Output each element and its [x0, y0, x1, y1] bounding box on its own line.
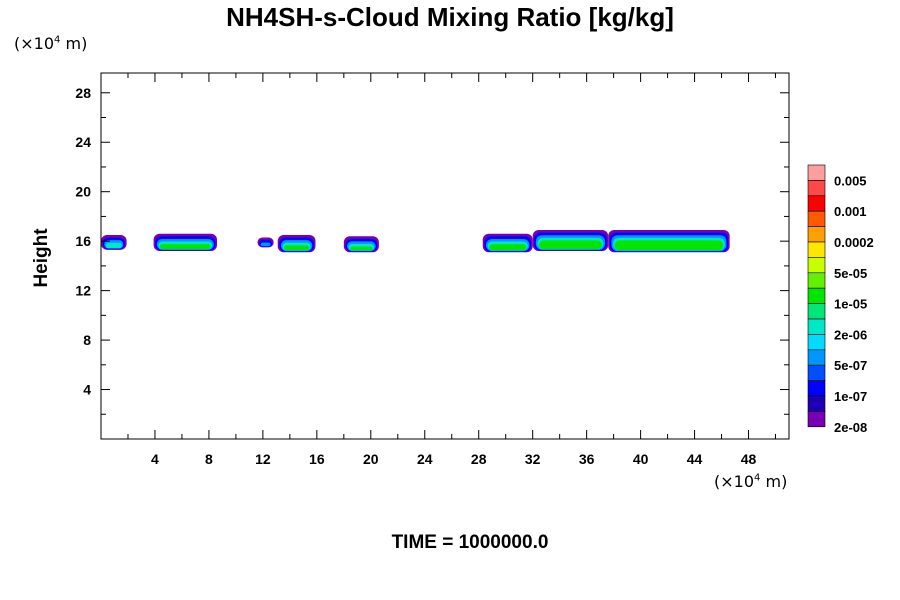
y-tick-label: 28	[75, 85, 91, 101]
cloud-contour	[350, 246, 373, 251]
colorbar-swatch	[807, 411, 826, 428]
y-unit-exponent: 4	[54, 34, 61, 46]
cloud-contour	[260, 242, 271, 247]
colorbar-swatch	[807, 318, 826, 335]
x-tick-label: 24	[417, 451, 433, 467]
y-tick-label: 24	[75, 134, 91, 150]
plot-area	[101, 73, 789, 439]
colorbar-label: 1e-07	[834, 389, 867, 404]
x-unit-suffix: m)	[760, 472, 788, 491]
colorbar-swatch	[807, 210, 826, 227]
colorbar-swatch	[807, 380, 826, 397]
y-unit-prefix: (×10	[14, 34, 55, 53]
colorbar-swatch	[807, 180, 826, 197]
colorbar-swatch	[807, 272, 826, 289]
x-unit-prefix: (×10	[714, 472, 755, 491]
cloud-contour	[160, 244, 211, 250]
colorbar: 0.005 0.001 0.0002 5e-05 1e-05 2e-06 5e-07 1e-0…	[807, 164, 874, 435]
y-axis-unit: (×104 m)	[14, 34, 87, 53]
colorbar-swatch	[807, 395, 826, 412]
x-axis-unit: (×104 m)	[714, 472, 787, 491]
colorbar-swatch	[807, 257, 826, 274]
time-footer: TIME = 1000000.0	[391, 532, 549, 553]
x-tick-label: 20	[363, 451, 379, 467]
cloud-contour	[489, 244, 527, 251]
colorbar-label: 0.005	[834, 173, 867, 188]
y-tick-label: 20	[75, 184, 91, 200]
x-tick-label: 12	[255, 451, 271, 467]
cloud-layers	[101, 230, 730, 253]
colorbar-swatch	[807, 287, 826, 304]
colorbar-swatch	[807, 364, 826, 381]
x-tick-label: 8	[205, 451, 213, 467]
x-unit-exponent: 4	[754, 472, 761, 484]
colorbar-label: 2e-08	[834, 420, 867, 435]
colorbar-label: 2e-06	[834, 327, 867, 342]
colorbar-label: 0.0002	[834, 235, 874, 250]
x-tick-label: 44	[687, 451, 703, 467]
x-tick-label: 16	[309, 451, 325, 467]
colorbar-swatch	[807, 349, 826, 366]
x-tick-label: 36	[579, 451, 595, 467]
colorbar-label: 5e-05	[834, 266, 867, 281]
colorbar-label: 0.001	[834, 204, 867, 219]
colorbar-swatch	[807, 195, 826, 212]
x-tick-label: 32	[525, 451, 541, 467]
colorbar-label: 1e-05	[834, 297, 867, 312]
x-tick-label: 4	[151, 451, 159, 467]
colorbar-swatch	[807, 226, 826, 243]
chart-title: NH4SH-s-Cloud Mixing Ratio [kg/kg]	[226, 2, 674, 32]
x-tick-label: 40	[633, 451, 649, 467]
colorbar-swatch	[807, 334, 826, 351]
colorbar-label: 5e-07	[834, 358, 867, 373]
cloud-contour	[614, 240, 724, 251]
y-tick-label: 12	[75, 283, 91, 299]
y-unit-suffix: m)	[60, 34, 88, 53]
colorbar-swatch	[807, 164, 826, 181]
cloud-contour	[539, 240, 602, 250]
y-tick-label: 16	[75, 233, 91, 249]
cloud-contour	[284, 245, 310, 251]
colorbar-swatch	[807, 241, 826, 258]
cloud-contour	[105, 242, 122, 249]
x-tick-label: 28	[471, 451, 487, 467]
colorbar-swatch	[807, 303, 826, 320]
plot-frame	[100, 72, 790, 440]
y-tick-label: 8	[83, 332, 91, 348]
y-tick-label: 4	[83, 382, 91, 398]
x-tick-label: 48	[741, 451, 757, 467]
